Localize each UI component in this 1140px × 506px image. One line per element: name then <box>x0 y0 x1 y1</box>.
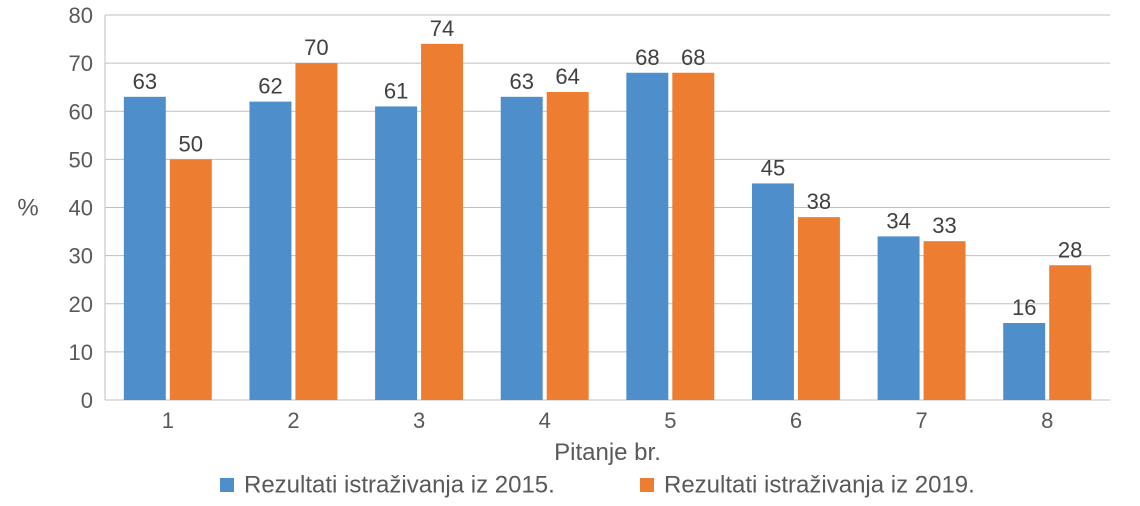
bar <box>924 241 966 400</box>
bar <box>124 97 166 400</box>
bar <box>421 44 463 400</box>
y-tick-label: 70 <box>69 51 93 76</box>
y-tick-label: 20 <box>69 292 93 317</box>
bar-value-label: 68 <box>681 45 705 70</box>
bar <box>170 159 212 400</box>
bar-value-label: 34 <box>886 208 910 233</box>
bar-value-label: 61 <box>384 78 408 103</box>
bar-value-label: 63 <box>509 69 533 94</box>
legend-label: Rezultati istraživanja iz 2019. <box>664 471 975 498</box>
x-tick-label: 5 <box>664 408 676 433</box>
bar <box>878 236 920 400</box>
bar-value-label: 50 <box>179 131 203 156</box>
x-tick-label: 7 <box>915 408 927 433</box>
y-tick-label: 30 <box>69 244 93 269</box>
bar <box>249 102 291 400</box>
bar-value-label: 74 <box>430 16 454 41</box>
bar-value-label: 68 <box>635 45 659 70</box>
y-tick-label: 60 <box>69 99 93 124</box>
bar <box>672 73 714 400</box>
x-tick-label: 6 <box>790 408 802 433</box>
x-tick-label: 1 <box>162 408 174 433</box>
bar-value-label: 64 <box>555 64 579 89</box>
legend-swatch <box>640 478 654 492</box>
bar <box>752 183 794 400</box>
bar <box>547 92 589 400</box>
x-tick-label: 3 <box>413 408 425 433</box>
legend-swatch <box>220 478 234 492</box>
x-axis-label: Pitanje br. <box>554 439 661 466</box>
bar <box>1003 323 1045 400</box>
bar-value-label: 62 <box>258 74 282 99</box>
y-tick-label: 50 <box>69 147 93 172</box>
bar-value-label: 38 <box>807 189 831 214</box>
bar-value-label: 45 <box>761 155 785 180</box>
bar-value-label: 28 <box>1058 237 1082 262</box>
bar <box>375 106 417 400</box>
y-axis-label: % <box>17 195 38 222</box>
bar <box>501 97 543 400</box>
y-tick-label: 80 <box>69 3 93 28</box>
x-tick-label: 2 <box>287 408 299 433</box>
bar-value-label: 70 <box>304 35 328 60</box>
bar-value-label: 33 <box>932 213 956 238</box>
bar <box>626 73 668 400</box>
bar-value-label: 63 <box>133 69 157 94</box>
chart-svg: 01020304050607080%6350162702617436364468… <box>0 0 1140 506</box>
bar <box>798 217 840 400</box>
bar-value-label: 16 <box>1012 295 1036 320</box>
y-tick-label: 0 <box>81 388 93 413</box>
bar-chart: 01020304050607080%6350162702617436364468… <box>0 0 1140 506</box>
y-tick-label: 10 <box>69 340 93 365</box>
bar <box>1049 265 1091 400</box>
legend-label: Rezultati istraživanja iz 2015. <box>244 471 555 498</box>
bar <box>295 63 337 400</box>
x-tick-label: 4 <box>539 408 551 433</box>
y-tick-label: 40 <box>69 196 93 221</box>
x-tick-label: 8 <box>1041 408 1053 433</box>
